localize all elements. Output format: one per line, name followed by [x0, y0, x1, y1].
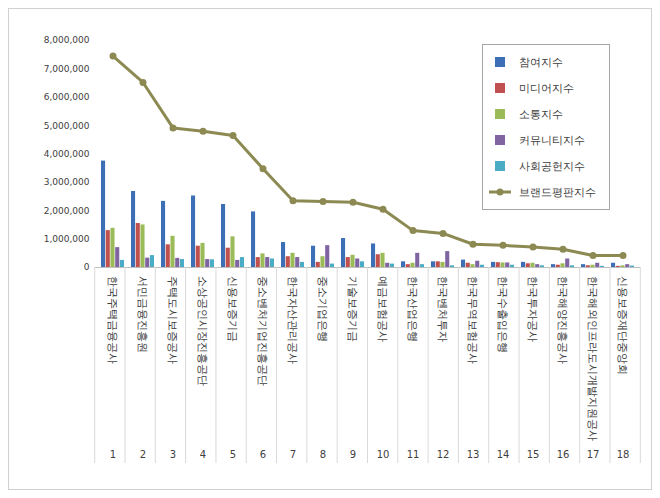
svg-text:6: 6	[260, 449, 266, 460]
svg-text:신용보증재단중앙회: 신용보증재단중앙회	[616, 276, 629, 375]
svg-text:7: 7	[290, 449, 296, 460]
svg-text:중소기업은행: 중소기업은행	[316, 276, 329, 342]
svg-text:6,000,000: 6,000,000	[44, 92, 90, 102]
svg-text:한국무역보험공사: 한국무역보험공사	[466, 276, 479, 364]
svg-text:2,000,000: 2,000,000	[44, 206, 90, 216]
html-text:미디어지수: 미디어지수	[519, 81, 574, 95]
svg-text:한국산업은행: 한국산업은행	[406, 276, 419, 342]
svg-text:한국투자공사: 한국투자공사	[526, 276, 539, 342]
html-text:참여지수: 참여지수	[519, 55, 563, 69]
svg-text:0: 0	[84, 262, 90, 272]
svg-text:10: 10	[377, 449, 390, 460]
svg-text:18: 18	[617, 449, 630, 460]
svg-text:주택도시보증공사: 주택도시보증공사	[166, 276, 179, 364]
svg-text:12: 12	[437, 449, 450, 460]
svg-text:8,000,000: 8,000,000	[44, 35, 90, 45]
html-text:커뮤니티지수: 커뮤니티지수	[519, 133, 585, 147]
svg-text:한국수출입은행: 한국수출입은행	[496, 276, 509, 353]
svg-text:기술보증기금: 기술보증기금	[346, 276, 359, 342]
svg-text:예금보험공사: 예금보험공사	[376, 276, 389, 342]
svg-text:1,000,000: 1,000,000	[44, 234, 90, 244]
svg-text:4,000,000: 4,000,000	[44, 149, 90, 159]
svg-text:16: 16	[557, 449, 570, 460]
svg-text:2: 2	[140, 449, 146, 460]
svg-text:3: 3	[170, 449, 176, 460]
svg-text:17: 17	[587, 449, 600, 460]
svg-text:한국자산관리공사: 한국자산관리공사	[286, 276, 299, 364]
svg-text:한국벤처투자: 한국벤처투자	[436, 276, 449, 342]
svg-text:중소벤처기업진흥공단: 중소벤처기업진흥공단	[256, 276, 269, 386]
svg-text:5,000,000: 5,000,000	[44, 121, 90, 131]
svg-text:13: 13	[467, 449, 480, 460]
svg-text:3,000,000: 3,000,000	[44, 177, 90, 187]
html-text:브랜드평판지수: 브랜드평판지수	[519, 185, 596, 199]
svg-text:11: 11	[407, 449, 420, 460]
svg-text:8: 8	[320, 449, 326, 460]
svg-text:5: 5	[230, 449, 236, 460]
svg-text:1: 1	[110, 449, 116, 460]
svg-text:14: 14	[497, 449, 510, 460]
svg-text:한국해양진흥공사: 한국해양진흥공사	[556, 276, 569, 364]
svg-text:한국해외인프라도시개발지원공사: 한국해외인프라도시개발지원공사	[586, 276, 599, 441]
svg-text:한국주택금융공사: 한국주택금융공사	[106, 276, 119, 364]
svg-text:소상공인시장진흥공단: 소상공인시장진흥공단	[196, 276, 209, 386]
svg-text:서민금융진흥원: 서민금융진흥원	[136, 276, 149, 353]
svg-text:15: 15	[527, 449, 540, 460]
svg-text:7,000,000: 7,000,000	[44, 64, 90, 74]
html-text:소통지수: 소통지수	[519, 107, 563, 121]
svg-text:4: 4	[200, 449, 206, 460]
svg-text:신용보증기금: 신용보증기금	[226, 276, 239, 342]
svg-text:9: 9	[350, 449, 356, 460]
html-text:사회공헌지수: 사회공헌지수	[519, 159, 585, 173]
